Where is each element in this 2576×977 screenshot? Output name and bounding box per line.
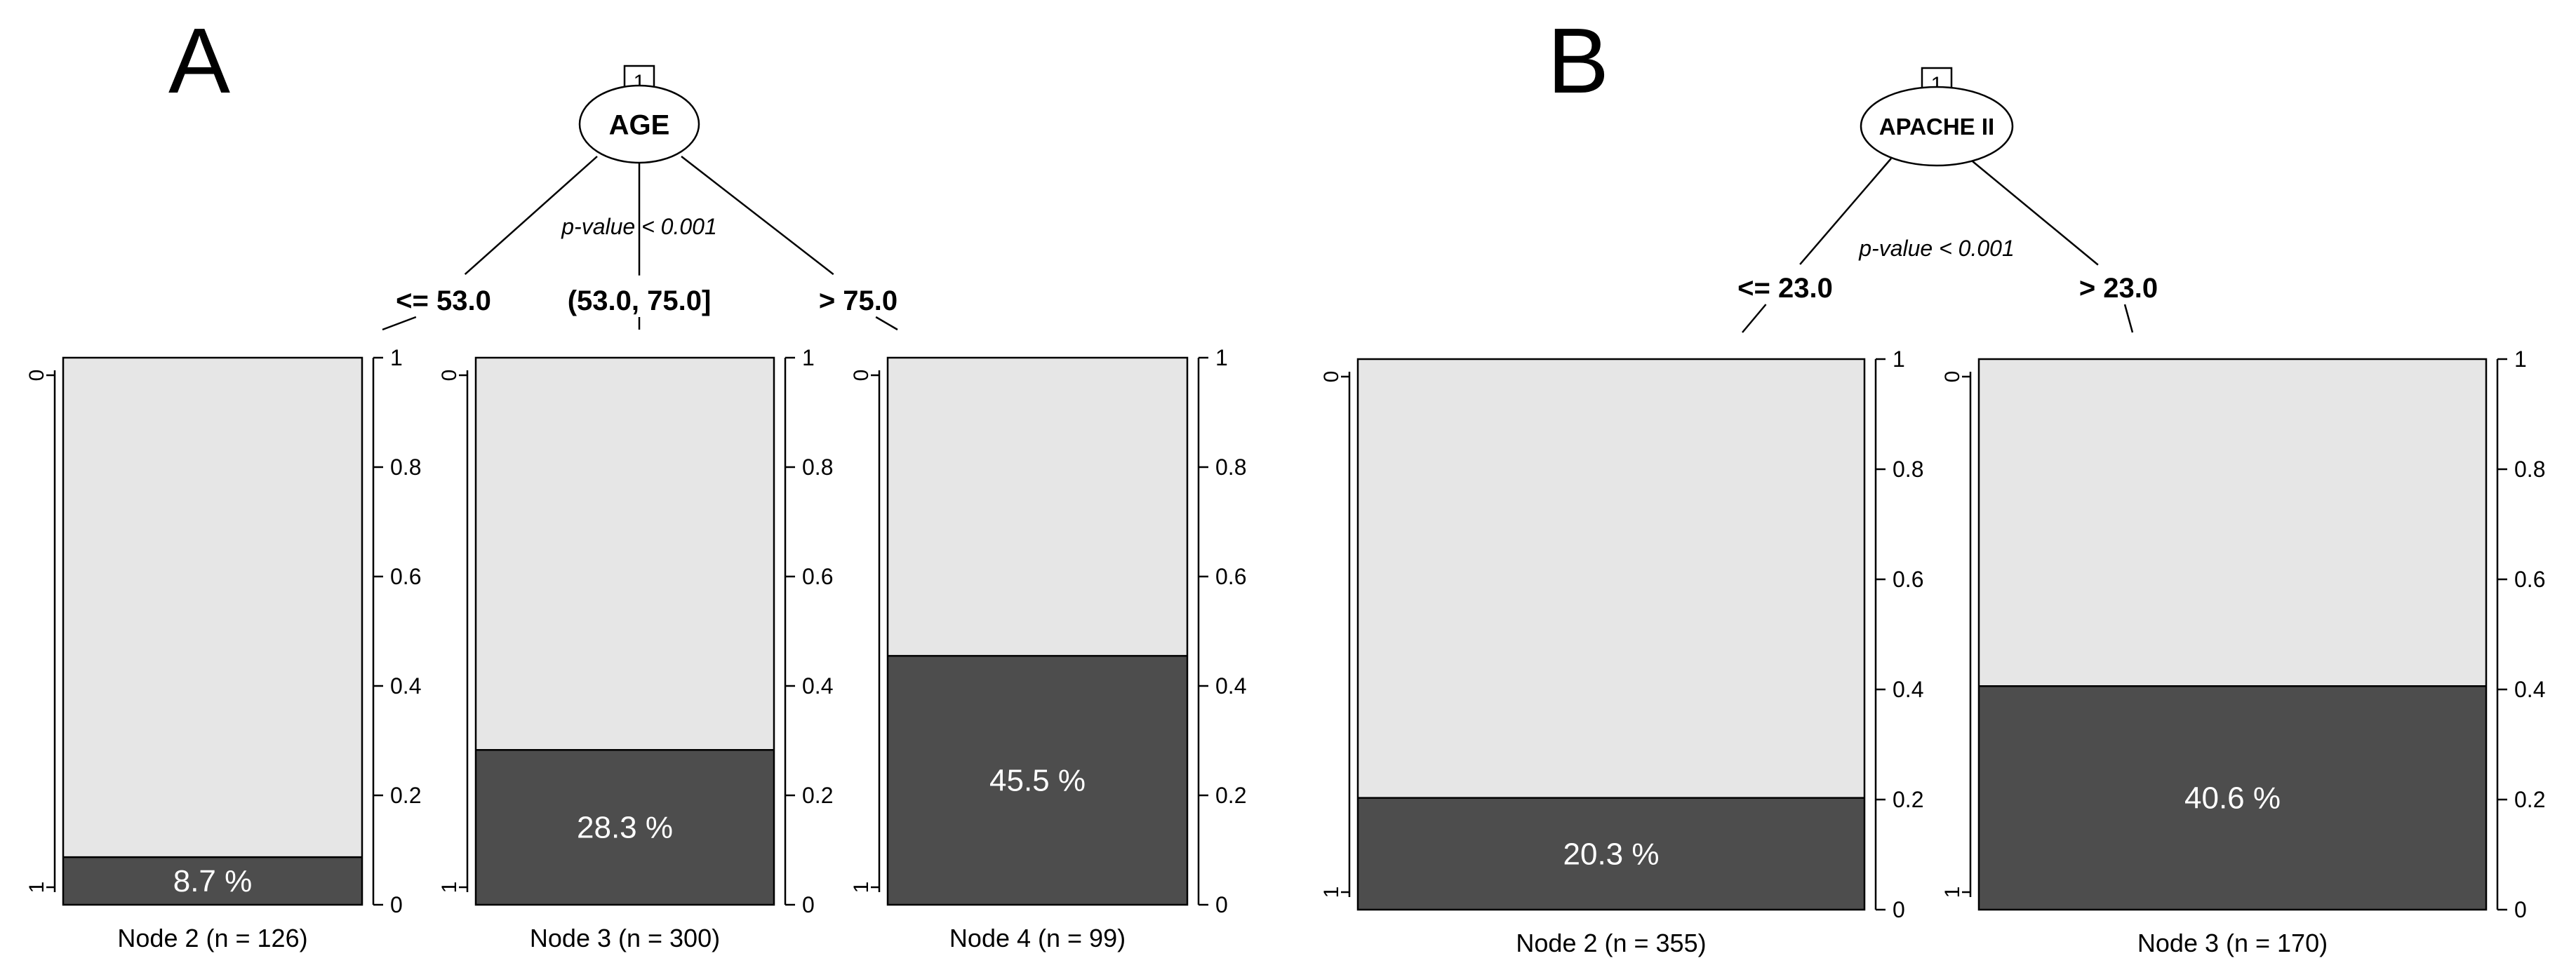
split-label: > 75.0 xyxy=(819,285,897,316)
y-tick-label: 0.2 xyxy=(802,783,833,808)
y-tick-label: 0.8 xyxy=(390,454,421,480)
bar-segment-class-0 xyxy=(1358,359,1864,798)
branch-line xyxy=(681,156,834,276)
class-tick-label: 0 xyxy=(1941,371,1964,383)
y-tick-label: 0.4 xyxy=(1893,677,1923,702)
panel-label: A xyxy=(168,9,230,112)
split-label: (53.0, 75.0] xyxy=(568,285,712,316)
y-tick-label: 1 xyxy=(802,345,815,370)
branch-line xyxy=(1972,161,2099,266)
split-label: > 23.0 xyxy=(2079,273,2158,304)
node-label: Node 4 (n = 99) xyxy=(949,924,1126,952)
bar-frame xyxy=(62,356,363,906)
y-tick-label: 0.2 xyxy=(1893,787,1923,812)
class-tick-label: 1 xyxy=(25,882,48,894)
y-tick-label: 0.4 xyxy=(2514,677,2545,702)
y-tick-label: 0.2 xyxy=(1215,783,1246,808)
y-tick-label: 0.6 xyxy=(1215,564,1246,589)
class-tick-label: 0 xyxy=(438,370,461,382)
branch-line xyxy=(1742,304,1767,333)
y-tick-label: 1 xyxy=(1215,345,1228,370)
y-tick-label: 0.8 xyxy=(1893,457,1923,482)
y-tick-label: 1 xyxy=(390,345,403,370)
bar-frame xyxy=(1977,358,2488,911)
bar-segment-class-1 xyxy=(1358,797,1864,910)
bar-segment-class-0 xyxy=(476,358,774,750)
y-tick-label: 0 xyxy=(2514,897,2527,922)
bar-segment-class-1 xyxy=(888,656,1187,905)
branch-line xyxy=(875,316,898,331)
class-tick-label: 0 xyxy=(25,370,48,382)
y-tick-label: 0 xyxy=(802,892,815,917)
node-label: Node 3 (n = 170) xyxy=(2137,929,2328,957)
split-variable: APACHE II xyxy=(1879,114,1994,140)
bar-segment-class-1 xyxy=(63,857,362,905)
y-tick-label: 0.2 xyxy=(2514,787,2545,812)
y-tick-label: 0.6 xyxy=(802,564,833,589)
class-tick-label: 1 xyxy=(1941,887,1964,898)
percent-label: 40.6 % xyxy=(2184,781,2281,816)
y-tick-label: 0.6 xyxy=(390,564,421,589)
branch-line xyxy=(382,316,417,331)
branch-line xyxy=(2123,304,2134,333)
y-tick-label: 0.4 xyxy=(1215,673,1246,699)
node-label: Node 2 (n = 126) xyxy=(117,924,307,952)
y-tick-label: 0.8 xyxy=(802,454,833,480)
root-node-ellipse xyxy=(1860,86,2014,167)
y-tick-label: 0.4 xyxy=(802,673,833,699)
percent-label: 45.5 % xyxy=(989,764,1086,798)
bar-frame xyxy=(1356,358,1866,911)
percent-label: 8.7 % xyxy=(173,864,253,898)
node-label: Node 3 (n = 300) xyxy=(530,924,720,952)
class-tick-label: 1 xyxy=(1320,887,1343,898)
bar-segment-class-1 xyxy=(476,750,774,905)
split-label: <= 53.0 xyxy=(396,285,491,316)
y-tick-label: 1 xyxy=(1893,346,1905,372)
percent-label: 20.3 % xyxy=(1563,837,1660,871)
class-tick-label: 1 xyxy=(850,882,873,894)
y-tick-label: 0.4 xyxy=(390,673,421,699)
y-tick-label: 0.6 xyxy=(2514,567,2545,592)
split-variable: AGE xyxy=(609,109,670,140)
y-tick-label: 1 xyxy=(2514,346,2527,372)
y-tick-label: 0.8 xyxy=(1215,454,1246,480)
class-tick-label: 0 xyxy=(850,370,873,382)
y-tick-label: 0.6 xyxy=(1893,567,1923,592)
bar-segment-class-1 xyxy=(1979,686,2486,910)
class-tick-label: 0 xyxy=(1320,371,1343,383)
split-label: <= 23.0 xyxy=(1737,273,1833,304)
y-tick-label: 0.8 xyxy=(2514,457,2545,482)
y-tick-label: 0 xyxy=(390,892,403,917)
bar-frame xyxy=(474,356,775,906)
bar-segment-class-0 xyxy=(888,358,1187,656)
panel-label: B xyxy=(1547,9,1609,112)
bar-frame xyxy=(886,356,1189,906)
bar-segment-class-0 xyxy=(63,358,362,858)
y-tick-label: 0.2 xyxy=(390,783,421,808)
p-value: p-value < 0.001 xyxy=(1858,236,2015,261)
branch-line xyxy=(1799,158,1892,265)
bar-segment-class-0 xyxy=(1979,359,2486,687)
percent-label: 28.3 % xyxy=(577,811,673,845)
y-tick-label: 0 xyxy=(1215,892,1228,917)
class-tick-label: 1 xyxy=(438,882,461,894)
branch-line xyxy=(464,156,598,276)
y-tick-label: 0 xyxy=(1893,897,1905,922)
node-label: Node 2 (n = 355) xyxy=(1516,929,1706,957)
